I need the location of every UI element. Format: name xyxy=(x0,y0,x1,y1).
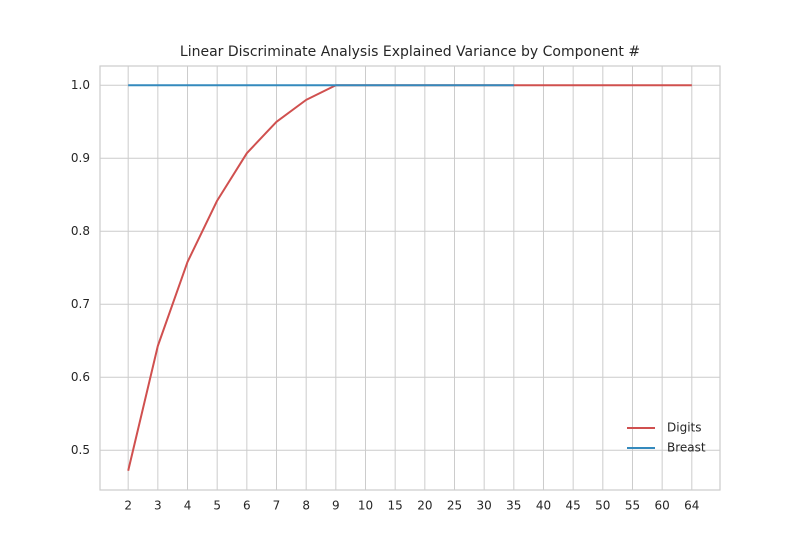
x-tick-label: 35 xyxy=(506,499,521,513)
x-tick-label: 8 xyxy=(302,499,310,513)
x-tick-label: 6 xyxy=(243,499,251,513)
x-tick-label: 9 xyxy=(332,499,340,513)
plot-frame xyxy=(99,65,721,491)
x-tick-label: 20 xyxy=(417,499,432,513)
y-tick-label: 0.8 xyxy=(71,224,90,238)
x-tick-label: 64 xyxy=(684,499,699,513)
x-tick-label: 55 xyxy=(625,499,640,513)
x-tick-label: 60 xyxy=(655,499,670,513)
y-tick-label: 1.0 xyxy=(71,78,90,92)
y-tick-label: 0.9 xyxy=(71,151,90,165)
chart-title: Linear Discriminate Analysis Explained V… xyxy=(180,44,640,60)
x-tick-label: 7 xyxy=(273,499,281,513)
y-tick-label: 0.7 xyxy=(71,297,90,311)
x-tick-label: 5 xyxy=(213,499,221,513)
x-tick-label: 10 xyxy=(358,499,373,513)
y-tick-label: 0.6 xyxy=(71,370,90,384)
x-tick-label: 30 xyxy=(477,499,492,513)
legend-label: Breast xyxy=(667,441,706,455)
x-tick-label: 25 xyxy=(447,499,462,513)
x-tick-label: 15 xyxy=(388,499,403,513)
x-tick-label: 40 xyxy=(536,499,551,513)
legend-label: Digits xyxy=(667,421,701,435)
x-tick-label: 2 xyxy=(124,499,132,513)
x-tick-label: 45 xyxy=(566,499,581,513)
x-tick-label: 3 xyxy=(154,499,162,513)
y-tick-label: 0.5 xyxy=(71,443,90,457)
x-tick-label: 50 xyxy=(595,499,610,513)
x-tick-label: 4 xyxy=(184,499,192,513)
